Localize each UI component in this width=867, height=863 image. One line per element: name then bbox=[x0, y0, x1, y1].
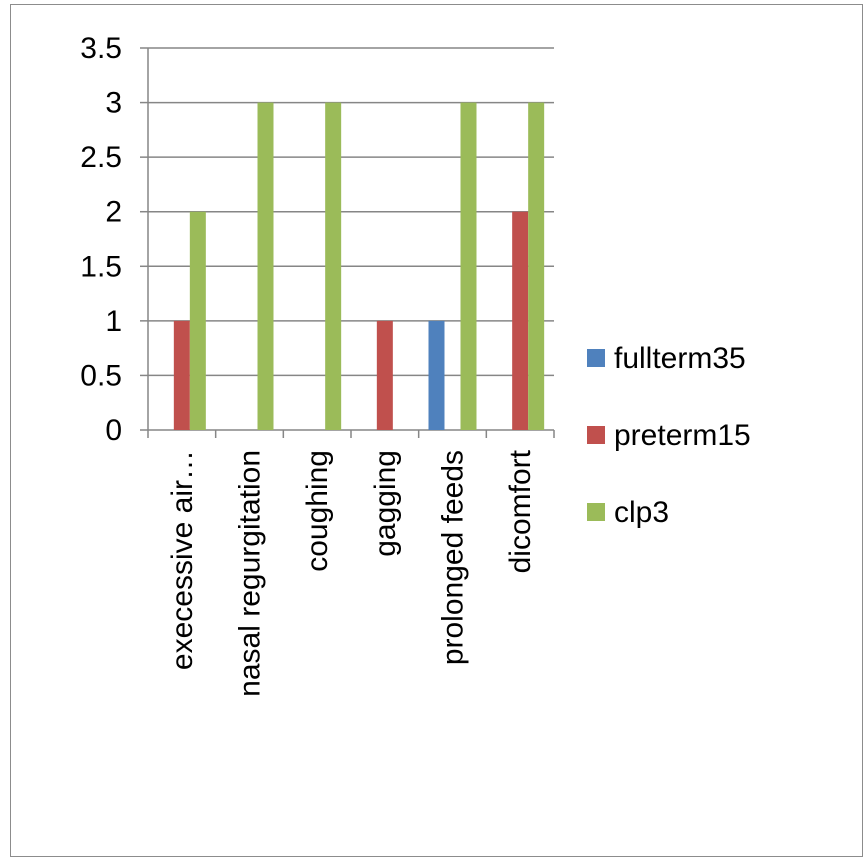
y-tick-label: 0.5 bbox=[80, 359, 122, 392]
y-tick-label: 1.5 bbox=[80, 250, 122, 283]
bar-clp3-4 bbox=[460, 102, 477, 431]
bar-preterm15-3 bbox=[376, 320, 393, 430]
legend-swatch-clp3 bbox=[587, 503, 605, 521]
legend-label-fullterm35: fullterm35 bbox=[614, 342, 746, 375]
legend-swatch-preterm15 bbox=[587, 426, 605, 444]
bar-clp3-2 bbox=[325, 102, 342, 431]
bars bbox=[173, 102, 545, 431]
bar-fullterm35-4 bbox=[428, 320, 445, 430]
y-tick-label: 3 bbox=[105, 87, 122, 120]
y-tick-labels: 0 0.5 1 1.5 2 2.5 3 3.5 bbox=[80, 32, 122, 447]
x-category-label: gagging bbox=[369, 450, 402, 557]
legend-swatch-fullterm35 bbox=[587, 349, 605, 367]
y-tick-label: 0 bbox=[105, 414, 122, 447]
axes bbox=[140, 47, 555, 438]
bar-preterm15-0 bbox=[173, 320, 190, 430]
x-category-labels: execessive air… nasal regurgitation coughi… bbox=[166, 449, 537, 696]
y-tick-label: 2 bbox=[105, 196, 122, 229]
y-tick-label: 2.5 bbox=[80, 141, 122, 174]
legend-label-clp3: clp3 bbox=[614, 496, 669, 529]
bar-clp3-1 bbox=[257, 102, 274, 431]
legend: fullterm35 preterm15 clp3 bbox=[587, 342, 751, 529]
y-tick-label: 1 bbox=[105, 305, 122, 338]
y-tick-label: 3.5 bbox=[80, 32, 122, 65]
x-category-label: coughing bbox=[301, 450, 334, 572]
x-category-label: execessive air… bbox=[166, 450, 199, 670]
legend-label-preterm15: preterm15 bbox=[614, 419, 751, 452]
x-category-label: dicomfort bbox=[504, 449, 537, 573]
bar-clp3-0 bbox=[189, 211, 206, 430]
bar-preterm15-5 bbox=[512, 211, 529, 430]
gridlines bbox=[148, 47, 554, 377]
x-category-label: nasal regurgitation bbox=[234, 450, 267, 697]
bar-clp3-5 bbox=[528, 102, 545, 431]
x-category-label: prolonged feeds bbox=[437, 450, 470, 665]
